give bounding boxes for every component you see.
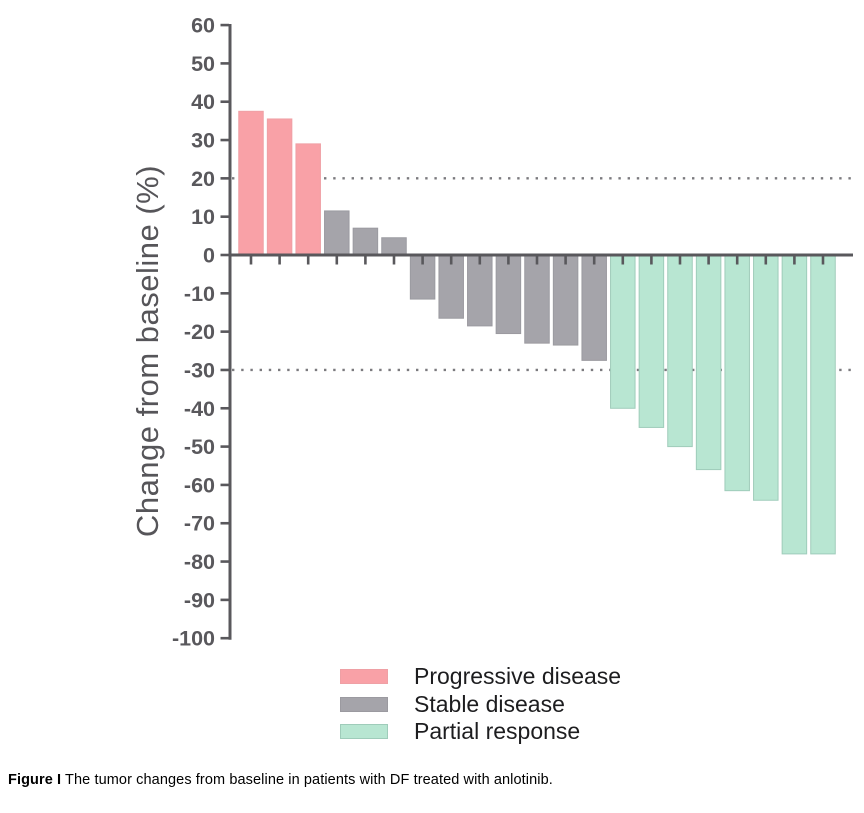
bar	[695, 254, 722, 471]
y-tick-label: 40	[191, 90, 215, 114]
y-tick-label: 50	[191, 52, 215, 76]
bar	[753, 254, 779, 501]
bar	[352, 227, 379, 256]
y-tick-label: -40	[184, 397, 215, 421]
y-tick-label: -100	[172, 627, 215, 651]
bar	[724, 254, 750, 492]
legend-swatch	[340, 669, 388, 685]
bar	[810, 254, 836, 555]
bar	[381, 237, 407, 256]
bar	[324, 210, 350, 256]
chart-canvas: 60 50 40 30 20 10 0 -10 -20 -30 -40 -50 -60 -70 -80 -90…	[172, 14, 853, 651]
legend-label: Progressive disease	[414, 663, 622, 690]
y-tick-label: -90	[184, 588, 215, 612]
bar	[266, 118, 293, 256]
figure-caption: Figure I The tumor changes from baseline…	[8, 772, 553, 788]
y-tick-label: -70	[184, 512, 215, 536]
bar	[610, 254, 636, 409]
y-tick-label: -80	[184, 550, 215, 574]
waterfall-chart: 60 50 40 30 20 10 0 -10 -20 -30 -40 -50 -60 -70 -80 -90…	[130, 14, 853, 746]
y-tick-label: -30	[184, 358, 215, 382]
legend-label: Partial response	[414, 718, 581, 745]
legend-item: Stable disease	[340, 691, 621, 719]
bar	[238, 110, 264, 256]
bar	[467, 254, 493, 327]
y-tick-label: 20	[191, 167, 215, 191]
bar	[581, 254, 607, 361]
figure-caption-label: Figure I	[8, 772, 62, 788]
y-tick-label: -60	[184, 473, 215, 497]
y-tick-label: 60	[191, 14, 215, 38]
bar	[667, 254, 693, 448]
chart-legend: Progressive disease Stable disease Partial…	[340, 663, 621, 746]
y-axis-label: Change from baseline (%)	[130, 164, 165, 538]
bar	[781, 254, 808, 555]
y-tick-label: -50	[184, 435, 215, 459]
bar	[295, 143, 321, 256]
bar	[638, 254, 665, 428]
y-tick-label: -20	[184, 320, 215, 344]
legend-item: Partial response	[340, 718, 621, 746]
figure-caption-text: The tumor changes from baseline in patie…	[65, 772, 553, 788]
bar	[438, 254, 464, 319]
y-tick-label: 0	[203, 244, 215, 268]
legend-item: Progressive disease	[340, 663, 621, 691]
bar	[552, 254, 579, 346]
bar	[524, 254, 550, 344]
y-tick-label: 30	[191, 129, 215, 153]
y-tick-label: -10	[184, 282, 215, 306]
y-tick-label: 10	[191, 205, 215, 229]
legend-label: Stable disease	[414, 690, 565, 717]
legend-swatch	[340, 696, 388, 712]
bar	[495, 254, 522, 335]
legend-swatch	[340, 724, 388, 740]
